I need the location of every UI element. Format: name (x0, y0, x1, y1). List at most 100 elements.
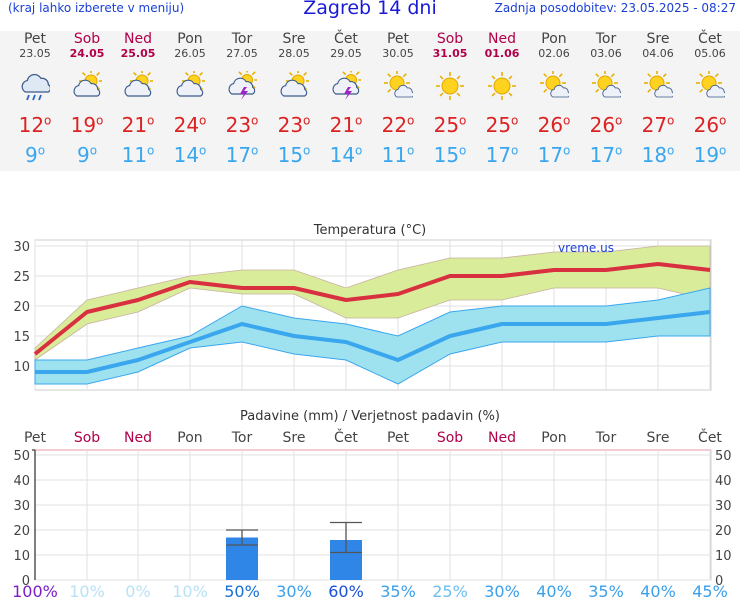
sun-cloud-icon (124, 71, 153, 97)
precip-plot-area (34, 449, 712, 581)
precip-probability-label: 25% (432, 582, 468, 600)
temp-min: 14o (173, 143, 207, 167)
day-name: Čet (334, 31, 358, 47)
day-name: Ned (124, 31, 152, 47)
precip-probability-label: 40% (640, 582, 676, 600)
precip-day-label: Čet (334, 428, 358, 446)
sun-small-cloud-icon (540, 71, 569, 98)
temp-min: 9o (76, 143, 98, 167)
min-temp-line (35, 310, 711, 374)
temp-max: 21o (121, 113, 155, 137)
precip-probability-label: 60% (328, 582, 364, 600)
temp-axis-tick: 30 (13, 240, 30, 255)
precip-axis-tick-right: 0 (715, 574, 723, 589)
day-column: Čet 29.05 21o 14o (320, 31, 372, 167)
day-column: Tor 03.06 26o 17o (580, 31, 632, 167)
day-name: Sob (73, 31, 101, 47)
min-temp-range-band (34, 287, 711, 385)
day-date: 26.05 (174, 47, 206, 60)
update-timestamp: Zadnja posodobitev: 23.05.2025 - 08:27 (494, 1, 736, 15)
precip-day-label: Pon (177, 430, 202, 446)
max-temp-line (33, 262, 711, 356)
precip-day-label: Sob (437, 430, 463, 446)
day-name: Sob (436, 31, 464, 47)
day-name: Tor (231, 31, 253, 47)
day-column: Sob 24.05 19o 9o (61, 31, 113, 167)
temp-min: 17o (225, 143, 259, 167)
day-column: Tor 27.05 23o 17o (216, 31, 268, 167)
precip-probability-label: 40% (536, 582, 572, 600)
temp-min: 15o (277, 143, 311, 167)
day-column: Pet 30.05 22o 11o (372, 31, 424, 167)
precip-axis-tick-right: 10 (715, 549, 732, 564)
precip-probability-label: 10% (172, 582, 208, 600)
day-date: 24.05 (69, 47, 105, 60)
sun-cloud-icon (176, 71, 205, 97)
location-note: (kraj lahko izberete v meniju) (8, 1, 185, 15)
day-name: Čet (698, 31, 722, 47)
precip-probability-label: 30% (276, 582, 312, 600)
temp-min: 17o (589, 143, 623, 167)
precip-probability-label: 35% (588, 582, 624, 600)
sun-icon (488, 72, 516, 100)
precip-axis-tick-left: 0 (22, 574, 30, 589)
temp-min: 9o (24, 143, 46, 167)
temp-max: 27o (641, 113, 675, 137)
precip-probability-label: 100% (12, 582, 58, 600)
temp-min: 11o (121, 143, 155, 167)
temp-max: 26o (693, 113, 727, 137)
precip-probability-label: 30% (484, 582, 520, 600)
temp-max: 23o (277, 113, 311, 137)
temp-max: 26o (537, 113, 571, 137)
day-name: Pon (541, 31, 567, 47)
precip-axis-tick-left: 40 (13, 474, 30, 489)
precip-day-label: Ned (124, 430, 152, 446)
temp-min: 15o (433, 143, 467, 167)
temp-min: 18o (641, 143, 675, 167)
precip-day-label: Čet (698, 428, 722, 446)
day-date: 01.06 (484, 47, 520, 60)
day-date: 23.05 (19, 47, 51, 60)
thunder-sun-icon (332, 71, 361, 100)
precip-axis-tick-left: 30 (13, 499, 30, 514)
page-title: Zagreb 14 dni (303, 0, 437, 19)
day-column: Sob 31.05 25o 15o (424, 31, 476, 167)
day-column: Ned 01.06 25o 17o (476, 31, 528, 167)
precip-probability-label: 50% (224, 582, 260, 600)
sun-small-cloud-icon (696, 71, 725, 98)
temp-min: 19o (693, 143, 727, 167)
day-date: 30.05 (382, 47, 414, 60)
temp-min: 17o (485, 143, 519, 167)
temp-min: 11o (381, 143, 415, 167)
daily-forecast-strip: Pet 23.05 12o 9o Sob 24.05 19o 9o Ned 25.05 21o 11o… (0, 31, 740, 171)
precip-day-label: Pon (541, 430, 566, 446)
day-date: 31.05 (432, 47, 468, 60)
day-date: 02.06 (538, 47, 570, 60)
temperature-chart-title: Temperatura (°C) (313, 223, 426, 238)
sun-small-cloud-icon (644, 71, 673, 98)
precip-day-label: Tor (595, 430, 617, 446)
temp-axis-tick: 25 (13, 270, 30, 285)
precip-axis-tick-left: 10 (13, 549, 30, 564)
precip-day-label: Sre (647, 430, 670, 446)
day-column: Sre 28.05 23o 15o (268, 31, 320, 167)
precip-probability-label: 35% (380, 582, 416, 600)
day-column: Pet 23.05 12o 9o (9, 31, 61, 167)
precip-axis-tick-left: 50 (13, 449, 30, 464)
day-date: 03.06 (590, 47, 622, 60)
precip-probability-label: 0% (125, 582, 150, 600)
day-column: Ned 25.05 21o 11o (112, 31, 164, 167)
precip-axis-tick-right: 50 (715, 449, 732, 464)
day-column: Pon 26.05 24o 14o (164, 31, 216, 167)
day-column: Sre 04.06 27o 18o (632, 31, 684, 167)
day-date: 28.05 (278, 47, 310, 60)
watermark: vreme.us (558, 241, 614, 255)
precip-chart-title: Padavine (mm) / Verjetnost padavin (%) (240, 409, 500, 424)
day-name: Sre (282, 31, 306, 47)
temp-axis-tick: 10 (13, 360, 30, 375)
day-name: Sre (646, 31, 670, 47)
precip-probability-label: 10% (69, 582, 105, 600)
day-name: Pet (386, 31, 410, 47)
precip-day-label: Sre (283, 430, 306, 446)
